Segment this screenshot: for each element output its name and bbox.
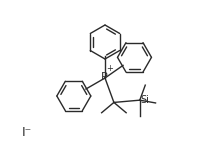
Text: I⁻: I⁻ — [22, 125, 32, 139]
Text: Si: Si — [141, 95, 150, 105]
Text: +: + — [106, 64, 114, 73]
Text: P: P — [101, 72, 107, 82]
